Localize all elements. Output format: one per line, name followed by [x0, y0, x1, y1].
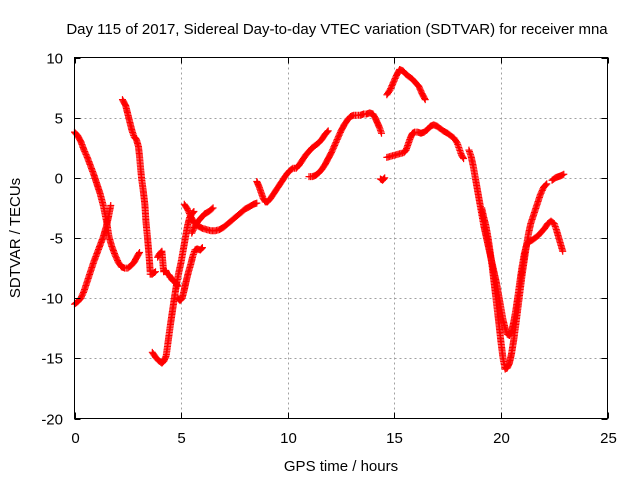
y-tick-label: -5 [50, 231, 63, 248]
data-segment [148, 208, 198, 367]
data-segment [383, 66, 429, 104]
data-segment [146, 268, 160, 278]
y-tick-label: -15 [41, 351, 63, 368]
data-point [152, 268, 160, 276]
data-segment [478, 180, 551, 373]
x-tick-label: 20 [493, 430, 510, 447]
data-point [559, 171, 567, 179]
data-segment [548, 170, 568, 184]
data-point [135, 250, 143, 258]
data-point [380, 175, 388, 183]
data-point [197, 245, 205, 253]
axis-ticks: 0 5 10 15 20 25 -20 -15 -10 -5 0 5 10 [41, 51, 617, 448]
y-axis-label: SDTVAR / TECUs [7, 178, 24, 298]
data-segment [305, 109, 386, 181]
data-segment [253, 127, 332, 206]
y-tick-label: 0 [55, 171, 63, 188]
data-segment [376, 174, 389, 184]
data-segment [118, 96, 154, 276]
data-point [150, 268, 158, 276]
data-segment [188, 204, 217, 237]
y-tick-label: -10 [41, 291, 63, 308]
x-axis-label: GPS time / hours [284, 458, 398, 475]
y-tick-label: -20 [41, 412, 63, 429]
data-segment [71, 128, 144, 272]
data-point [459, 153, 467, 161]
data-segment [71, 202, 115, 308]
data-point [378, 129, 386, 137]
data-segment [465, 146, 567, 339]
data-point [253, 199, 261, 207]
data-point [543, 180, 551, 188]
data-point [208, 205, 216, 213]
data-point [198, 244, 206, 252]
data-point [323, 128, 331, 136]
data-point [421, 96, 429, 104]
data-segment [180, 199, 261, 235]
data-segment [174, 244, 206, 305]
data-point [460, 155, 468, 163]
x-tick-label: 10 [280, 430, 297, 447]
x-tick-label: 0 [71, 430, 79, 447]
data-point [136, 248, 144, 256]
data-series [71, 66, 568, 373]
data-point [209, 204, 217, 212]
data-point [560, 170, 568, 178]
x-tick-label: 25 [600, 430, 617, 447]
x-tick-label: 5 [177, 430, 185, 447]
data-segment [383, 121, 468, 163]
y-tick-label: 5 [55, 111, 63, 128]
data-point [379, 175, 387, 183]
y-tick-label: 10 [46, 51, 63, 68]
data-segment [154, 247, 171, 278]
data-point [559, 247, 567, 255]
x-tick-label: 15 [386, 430, 403, 447]
data-point [324, 127, 332, 135]
grid-lines [74, 57, 608, 419]
data-point [107, 202, 115, 210]
data-point [542, 181, 550, 189]
data-point [421, 94, 429, 102]
data-point [198, 244, 206, 252]
chart-title: Day 115 of 2017, Sidereal Day-to-day VTE… [66, 21, 608, 38]
data-point [381, 174, 389, 182]
